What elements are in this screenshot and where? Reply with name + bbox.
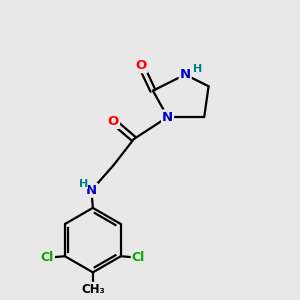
Text: H: H <box>194 64 202 74</box>
Text: CH₃: CH₃ <box>81 283 105 296</box>
Text: O: O <box>136 59 147 72</box>
Text: Cl: Cl <box>41 251 54 264</box>
Text: N: N <box>180 68 191 81</box>
Text: N: N <box>162 111 173 124</box>
Text: Cl: Cl <box>132 251 145 264</box>
Text: N: N <box>86 184 97 197</box>
Text: O: O <box>108 115 119 128</box>
Text: H: H <box>79 179 88 189</box>
